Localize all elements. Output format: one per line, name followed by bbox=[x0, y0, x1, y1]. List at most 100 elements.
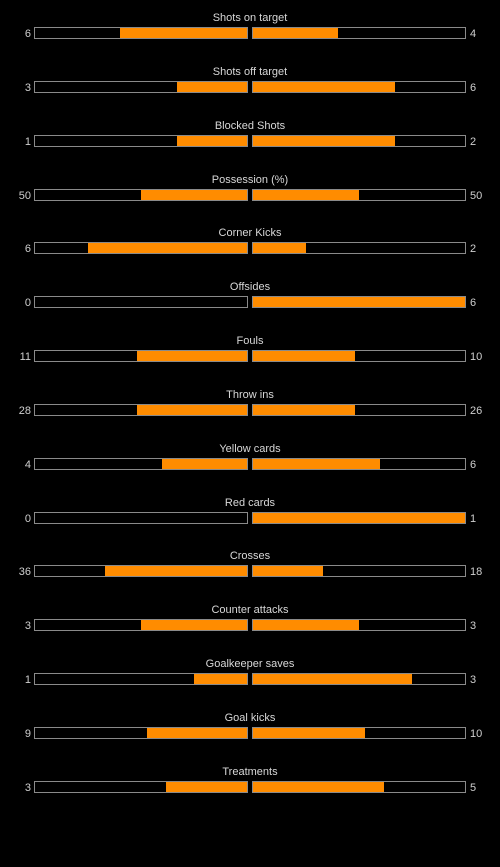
away-value: 3 bbox=[470, 620, 477, 633]
away-value: 10 bbox=[470, 727, 483, 740]
stat-label: Fouls bbox=[236, 335, 264, 348]
away-bar bbox=[252, 403, 466, 416]
home-bar bbox=[34, 673, 248, 686]
stat-row-red-cards: Red cards 0 1 bbox=[0, 496, 500, 550]
away-bar bbox=[252, 565, 466, 578]
away-bar bbox=[252, 134, 466, 147]
home-value: 1 bbox=[24, 674, 31, 687]
away-value: 3 bbox=[470, 674, 477, 687]
away-bar bbox=[252, 619, 466, 632]
home-value: 4 bbox=[24, 458, 31, 471]
home-value: 36 bbox=[18, 566, 31, 579]
stat-row-crosses: Crosses 36 18 bbox=[0, 549, 500, 603]
away-bar-fill bbox=[253, 458, 381, 469]
home-bar-fill bbox=[177, 135, 247, 146]
stat-label: Possession (%) bbox=[211, 173, 289, 186]
away-bar-fill bbox=[253, 351, 355, 362]
stat-label: Corner Kicks bbox=[218, 227, 282, 240]
home-value: 28 bbox=[18, 404, 31, 417]
away-bar-fill bbox=[253, 727, 366, 738]
away-value: 6 bbox=[470, 81, 477, 94]
away-bar bbox=[252, 457, 466, 470]
stat-row-goal-kicks: Goal kicks 9 10 bbox=[0, 711, 500, 765]
away-value: 2 bbox=[470, 243, 477, 256]
stat-row-offsides: Offsides 0 6 bbox=[0, 280, 500, 334]
stat-label: Counter attacks bbox=[211, 604, 289, 617]
away-bar-fill bbox=[253, 297, 465, 308]
home-bar bbox=[34, 780, 248, 793]
stat-label: Red cards bbox=[224, 496, 276, 509]
stat-row-fouls: Fouls 11 10 bbox=[0, 334, 500, 388]
away-bar-fill bbox=[253, 781, 385, 792]
away-bar bbox=[252, 296, 466, 309]
away-bar-fill bbox=[253, 512, 465, 523]
stat-label: Shots off target bbox=[212, 65, 288, 78]
stat-row-possession: Possession (%) 50 50 bbox=[0, 173, 500, 227]
home-bar-fill bbox=[88, 243, 247, 254]
stat-label: Offsides bbox=[229, 281, 271, 294]
stat-label: Shots on target bbox=[212, 12, 288, 24]
stat-row-goalkeeper-saves: Goalkeeper saves 1 3 bbox=[0, 657, 500, 711]
away-bar-fill bbox=[253, 674, 412, 685]
away-bar bbox=[252, 242, 466, 255]
away-value: 50 bbox=[470, 189, 483, 202]
stat-row-treatments: Treatments 3 5 bbox=[0, 765, 500, 819]
stat-row-yellow-cards: Yellow cards 4 6 bbox=[0, 442, 500, 496]
stat-label: Blocked Shots bbox=[214, 119, 286, 132]
home-bar bbox=[34, 242, 248, 255]
away-value: 6 bbox=[470, 458, 477, 471]
match-stats-list: Shots on target 6 4 Shots off target 3 6 Block… bbox=[0, 11, 500, 819]
away-bar bbox=[252, 80, 466, 93]
away-bar bbox=[252, 673, 466, 686]
home-bar-fill bbox=[177, 81, 247, 92]
away-value: 4 bbox=[470, 28, 477, 40]
away-bar-fill bbox=[253, 189, 359, 200]
stat-label: Yellow cards bbox=[219, 442, 281, 455]
stat-label: Throw ins bbox=[226, 388, 274, 401]
away-value: 2 bbox=[470, 135, 477, 148]
away-bar bbox=[252, 511, 466, 524]
home-bar bbox=[34, 27, 248, 39]
away-bar bbox=[252, 726, 466, 739]
home-bar bbox=[34, 565, 248, 578]
away-bar-fill bbox=[253, 135, 396, 146]
stat-label: Crosses bbox=[229, 550, 271, 563]
away-bar bbox=[252, 27, 466, 39]
home-bar bbox=[34, 350, 248, 363]
away-value: 10 bbox=[470, 351, 483, 364]
away-bar bbox=[252, 188, 466, 201]
home-value: 9 bbox=[24, 727, 31, 740]
home-bar bbox=[34, 134, 248, 147]
stat-row-counter-attacks: Counter attacks 3 3 bbox=[0, 603, 500, 657]
home-value: 3 bbox=[24, 620, 31, 633]
away-value: 5 bbox=[470, 781, 477, 794]
home-value: 1 bbox=[24, 135, 31, 148]
home-bar bbox=[34, 619, 248, 632]
home-bar-fill bbox=[136, 351, 247, 362]
home-value: 0 bbox=[24, 297, 31, 310]
home-bar-fill bbox=[136, 404, 247, 415]
stat-label: Treatments bbox=[222, 765, 278, 778]
home-value: 0 bbox=[24, 512, 31, 525]
home-value: 50 bbox=[18, 189, 31, 202]
away-bar-fill bbox=[253, 620, 359, 631]
stat-label: Goal kicks bbox=[224, 711, 276, 724]
home-value: 3 bbox=[24, 781, 31, 794]
home-bar-fill bbox=[162, 458, 247, 469]
home-bar-fill bbox=[104, 566, 247, 577]
home-bar bbox=[34, 726, 248, 739]
home-bar-fill bbox=[141, 189, 247, 200]
home-bar bbox=[34, 457, 248, 470]
stat-row-corner-kicks: Corner Kicks 6 2 bbox=[0, 226, 500, 280]
away-value: 6 bbox=[470, 297, 477, 310]
stat-row-blocked-shots: Blocked Shots 1 2 bbox=[0, 119, 500, 173]
home-bar bbox=[34, 80, 248, 93]
home-value: 3 bbox=[24, 81, 31, 94]
home-value: 11 bbox=[19, 351, 31, 364]
home-bar-fill bbox=[194, 674, 247, 685]
home-bar bbox=[34, 296, 248, 309]
home-bar bbox=[34, 403, 248, 416]
home-value: 6 bbox=[24, 28, 31, 40]
away-bar-fill bbox=[253, 81, 396, 92]
stat-label: Goalkeeper saves bbox=[205, 658, 295, 671]
